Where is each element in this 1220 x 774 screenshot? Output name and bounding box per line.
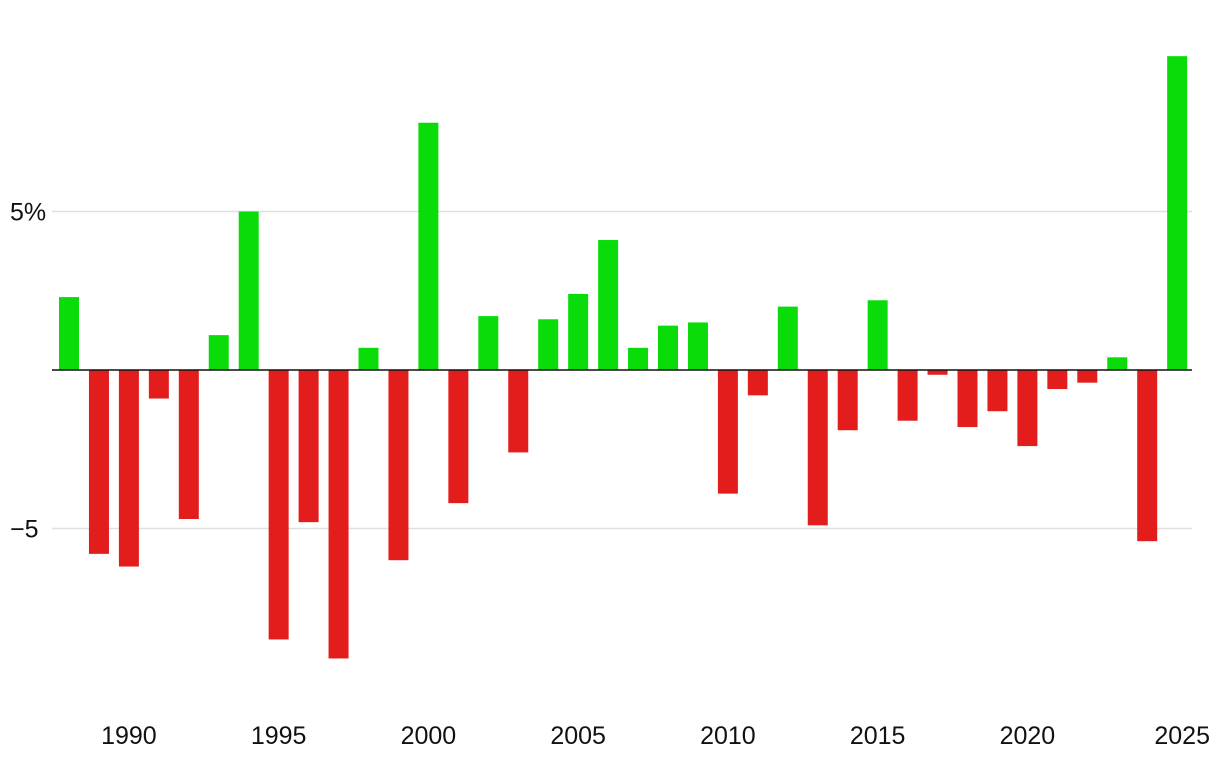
bar-2001	[448, 370, 469, 504]
bar-2018	[957, 370, 978, 428]
bar-1994	[238, 211, 259, 370]
bar-2019	[987, 370, 1008, 412]
bar-2013	[807, 370, 828, 526]
bar-2002	[478, 316, 499, 370]
bar-2000	[418, 122, 439, 371]
bar-2004	[538, 319, 559, 370]
bar-2009	[687, 322, 708, 370]
bar-1999	[388, 370, 409, 561]
x-tick-label-2000: 2000	[401, 722, 457, 750]
bar-1989	[88, 370, 109, 554]
bar-2020	[1017, 370, 1038, 447]
bar-2016	[897, 370, 918, 421]
x-tick-label-2020: 2020	[1000, 722, 1056, 750]
bar-1992	[178, 370, 199, 519]
bar-2012	[777, 306, 798, 370]
bar-1991	[148, 370, 169, 399]
bar-2024	[1137, 370, 1158, 542]
bar-1997	[328, 370, 349, 659]
bar-2011	[747, 370, 768, 396]
bar-1998	[358, 347, 379, 370]
bar-2003	[508, 370, 529, 453]
bar-2022	[1077, 370, 1098, 383]
bar-2008	[658, 325, 678, 370]
bar-2023	[1107, 357, 1128, 370]
bar-2007	[628, 347, 649, 370]
bar-1996	[298, 370, 319, 523]
x-tick-label-2015: 2015	[850, 722, 906, 750]
x-tick-label-2025: 2025	[1154, 722, 1210, 750]
bar-2014	[837, 370, 858, 431]
bar-2006	[598, 240, 619, 370]
bar-2015	[867, 300, 888, 370]
y-tick-label-0: 5%	[10, 199, 46, 227]
bar-1995	[268, 370, 289, 640]
x-tick-label-2005: 2005	[550, 722, 606, 750]
bar-2005	[568, 293, 589, 370]
x-tick-label-2010: 2010	[700, 722, 756, 750]
bar-2025	[1167, 56, 1188, 371]
bar-1988	[59, 297, 79, 370]
bar-1993	[208, 335, 229, 370]
x-tick-label-1995: 1995	[251, 722, 307, 750]
x-tick-label-1990: 1990	[101, 722, 157, 750]
bar-2017	[927, 370, 948, 375]
y-tick-label-1: −5	[10, 516, 39, 544]
bar-1990	[118, 370, 139, 567]
x-axis-ticks: 1990 1995 2000 2005 2010 2015 2020 2025	[101, 722, 1210, 750]
bar-2010	[717, 370, 738, 494]
bar-2021	[1047, 370, 1068, 390]
bars	[59, 56, 1188, 659]
y-axis-ticks: 5% −5	[10, 199, 46, 544]
